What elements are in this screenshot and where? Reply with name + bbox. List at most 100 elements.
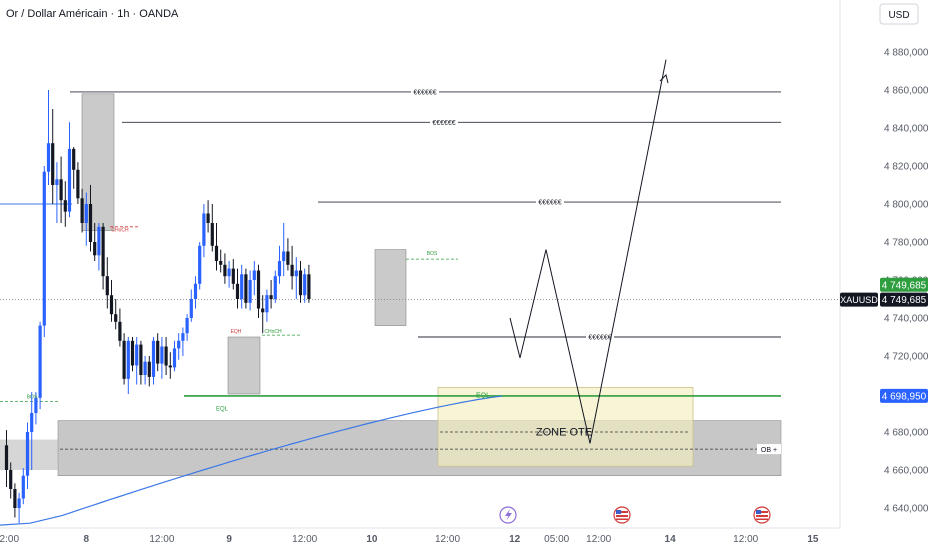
candle-body xyxy=(227,268,231,277)
candle-body xyxy=(240,274,244,299)
price-tick-label: 4 880,000 xyxy=(884,48,929,59)
candle-body xyxy=(298,270,303,296)
candle-body xyxy=(261,308,265,313)
candle-body xyxy=(248,280,252,303)
candle-body xyxy=(151,340,156,377)
candle-body xyxy=(13,489,17,508)
candle-body xyxy=(67,148,72,212)
time-tick-label: 12:00 xyxy=(733,534,758,545)
candle-body xyxy=(164,346,168,366)
candle-body xyxy=(72,148,76,170)
candle-body xyxy=(214,245,219,261)
bos-left-label: BOS xyxy=(27,395,38,401)
candle-body xyxy=(21,475,25,499)
candle-body xyxy=(30,413,34,432)
level-label: €€€€€€ xyxy=(588,335,611,342)
candle-body xyxy=(143,361,147,375)
candle-body xyxy=(265,295,269,313)
candle-body xyxy=(294,270,298,277)
price-tick-label: 4 680,000 xyxy=(884,428,929,439)
consolidation-zone xyxy=(374,249,407,326)
candle-body xyxy=(114,314,118,322)
candle-body xyxy=(130,340,135,366)
price-tick-label: 4 780,000 xyxy=(884,238,929,249)
candle-body xyxy=(202,213,206,246)
level-label: €€€€€€ xyxy=(538,200,561,207)
candle-body xyxy=(135,344,139,366)
ema-layer xyxy=(0,395,503,526)
candle-body xyxy=(25,432,30,476)
time-axis[interactable]: 12:00 8 12:00 9 12:00 10 12:00 12 05:00 12:00 14 12… xyxy=(0,534,819,545)
candle-body xyxy=(307,274,311,299)
choch-red-label: CHoCH xyxy=(111,227,129,233)
time-tick-label: 12:00 xyxy=(0,534,19,545)
candle-body xyxy=(168,365,172,368)
candle-body xyxy=(4,445,9,470)
candle-body xyxy=(139,344,143,375)
level-label-bg xyxy=(536,198,564,207)
candle-body xyxy=(206,213,210,223)
price-tick-label: 4 840,000 xyxy=(884,124,929,135)
level-label: €€€€€€ xyxy=(432,120,455,127)
candle-body xyxy=(76,169,80,199)
candle-body xyxy=(256,270,261,309)
candle-body xyxy=(101,226,105,277)
current-price-tag: 4 749,685 xyxy=(882,295,927,306)
candle-body xyxy=(303,274,307,296)
candle-body xyxy=(286,251,290,265)
candle-body xyxy=(160,346,164,364)
price-tags: 4 749,685 4 749,685 4 698,950 XAUUSD xyxy=(840,277,928,403)
candle-body xyxy=(252,270,256,280)
eql-top-label: EQL xyxy=(476,392,490,399)
price-tick-label: 4 800,000 xyxy=(884,200,929,211)
ema-line xyxy=(0,395,503,526)
candle-body xyxy=(181,333,185,341)
price-tick-label: 4 740,000 xyxy=(884,314,929,325)
ob-label: OB + xyxy=(761,447,777,454)
candle-body xyxy=(118,321,122,341)
candle-body xyxy=(109,295,114,315)
candle-body xyxy=(84,204,88,223)
time-tick-label: 10 xyxy=(366,534,378,545)
candle-body xyxy=(38,325,42,398)
currency-button[interactable]: USD xyxy=(879,3,919,25)
us-flag-event-icon[interactable] xyxy=(613,506,631,524)
bos-mid-label: BOS xyxy=(427,251,438,257)
candle-body xyxy=(290,264,294,277)
green-price-tag-bg xyxy=(880,277,928,292)
symbol-tag-bg xyxy=(840,292,878,307)
annotations-layer: EQL EQL ZONE OTE OB + BOS BOS CHoCH CHoCH EQH xyxy=(27,227,781,455)
time-tick-label: 12 xyxy=(509,534,521,545)
time-tick-label: 12:00 xyxy=(586,534,611,545)
price-tick-label: 4 820,000 xyxy=(884,162,929,173)
candle-body xyxy=(63,200,67,212)
price-axis[interactable]: 4 880,000 4 860,000 4 840,000 4 820,000 4 80… xyxy=(884,48,929,515)
candle-body xyxy=(189,299,193,318)
candle-body xyxy=(235,283,240,299)
level-label-bg xyxy=(430,118,458,127)
candle-body xyxy=(97,226,101,256)
projection-arrowhead xyxy=(659,74,669,84)
time-tick-label: 12:00 xyxy=(435,534,460,545)
price-tick-label: 4 720,000 xyxy=(884,352,929,363)
time-tick-label: 14 xyxy=(665,534,677,545)
us-flag-event-icon[interactable] xyxy=(753,506,771,524)
candle-body xyxy=(277,261,282,277)
candle-body xyxy=(147,361,151,377)
candle-body xyxy=(210,223,214,246)
candle-body xyxy=(269,295,273,299)
currency-label: USD xyxy=(888,10,909,21)
chart-title: Or / Dollar Américain · 1h · OANDA xyxy=(6,8,179,20)
price-tick-label: 4 860,000 xyxy=(884,86,929,97)
choch-green-label: CHoCH xyxy=(264,329,282,335)
time-tick-label: 8 xyxy=(84,534,90,545)
time-tick-label: 15 xyxy=(807,534,819,545)
price-tick-label: 4 660,000 xyxy=(884,466,929,477)
candle-body xyxy=(46,143,51,172)
candle-body xyxy=(17,498,21,508)
levels-layer: €€€€€€ €€€€€€ €€€€€€ €€€€€€ xyxy=(0,87,840,450)
lightning-event-icon[interactable] xyxy=(499,506,517,524)
blue-price-tag-bg xyxy=(880,388,928,403)
ob-label-bg xyxy=(757,444,781,455)
